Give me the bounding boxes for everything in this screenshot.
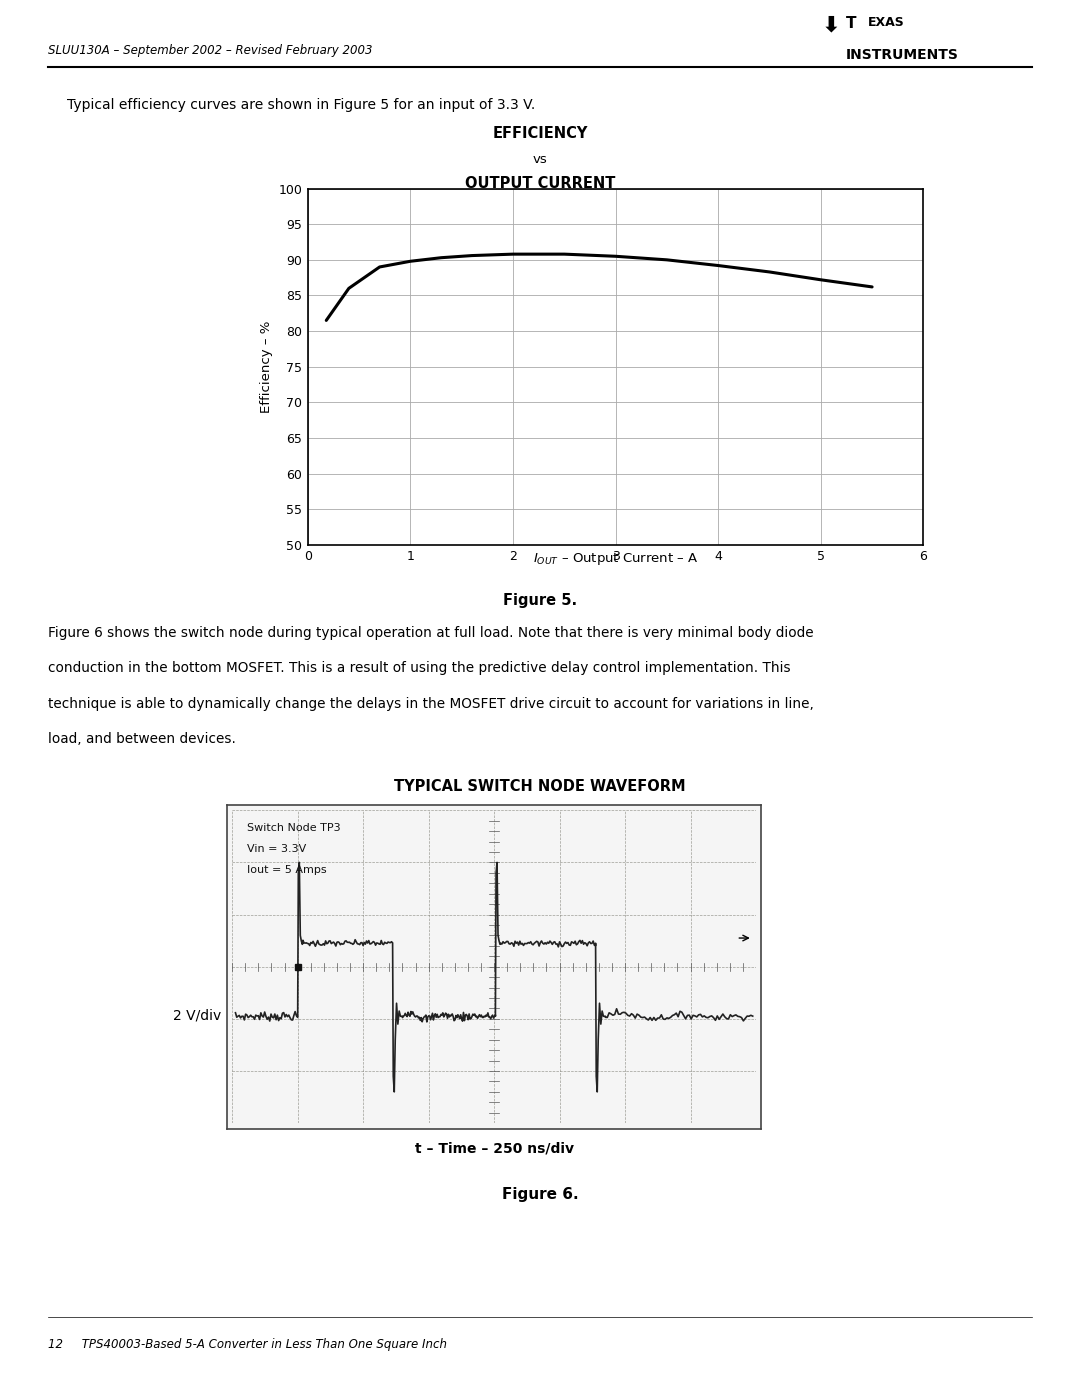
Text: load, and between devices.: load, and between devices. xyxy=(48,732,235,746)
Text: $\mathit{I}_{OUT}$ – Output Current – A: $\mathit{I}_{OUT}$ – Output Current – A xyxy=(532,550,699,567)
Text: conduction in the bottom MOSFET. This is a result of using the predictive delay : conduction in the bottom MOSFET. This is… xyxy=(48,661,791,675)
Text: Typical efficiency curves are shown in Figure 5 for an input of 3.3 V.: Typical efficiency curves are shown in F… xyxy=(67,98,536,112)
Text: Switch Node TP3: Switch Node TP3 xyxy=(246,823,340,833)
Text: Figure 6 shows the switch node during typical operation at full load. Note that : Figure 6 shows the switch node during ty… xyxy=(48,626,813,640)
Text: t – Time – 250 ns/div: t – Time – 250 ns/div xyxy=(415,1141,573,1155)
Text: Vin = 3.3V: Vin = 3.3V xyxy=(246,844,306,854)
Y-axis label: Efficiency – %: Efficiency – % xyxy=(260,320,273,414)
Text: OUTPUT CURRENT: OUTPUT CURRENT xyxy=(464,176,616,191)
Text: ⬇: ⬇ xyxy=(822,15,840,36)
Text: 2 V/div: 2 V/div xyxy=(173,1009,221,1023)
Text: EXAS: EXAS xyxy=(868,15,905,29)
Text: vs: vs xyxy=(532,152,548,166)
Text: EFFICIENCY: EFFICIENCY xyxy=(492,126,588,141)
Text: Figure 6.: Figure 6. xyxy=(502,1187,578,1201)
Text: 12     TPS40003-Based 5-A Converter in Less Than One Square Inch: 12 TPS40003-Based 5-A Converter in Less … xyxy=(48,1338,446,1351)
Text: SLUU130A – September 2002 – Revised February 2003: SLUU130A – September 2002 – Revised Febr… xyxy=(48,45,372,57)
Text: Figure 5.: Figure 5. xyxy=(503,594,577,608)
Text: TYPICAL SWITCH NODE WAVEFORM: TYPICAL SWITCH NODE WAVEFORM xyxy=(394,780,686,793)
Text: Iout = 5 Amps: Iout = 5 Amps xyxy=(246,865,326,875)
Text: T: T xyxy=(846,15,856,31)
Text: technique is able to dynamically change the delays in the MOSFET drive circuit t: technique is able to dynamically change … xyxy=(48,697,813,711)
Text: INSTRUMENTS: INSTRUMENTS xyxy=(846,47,959,61)
